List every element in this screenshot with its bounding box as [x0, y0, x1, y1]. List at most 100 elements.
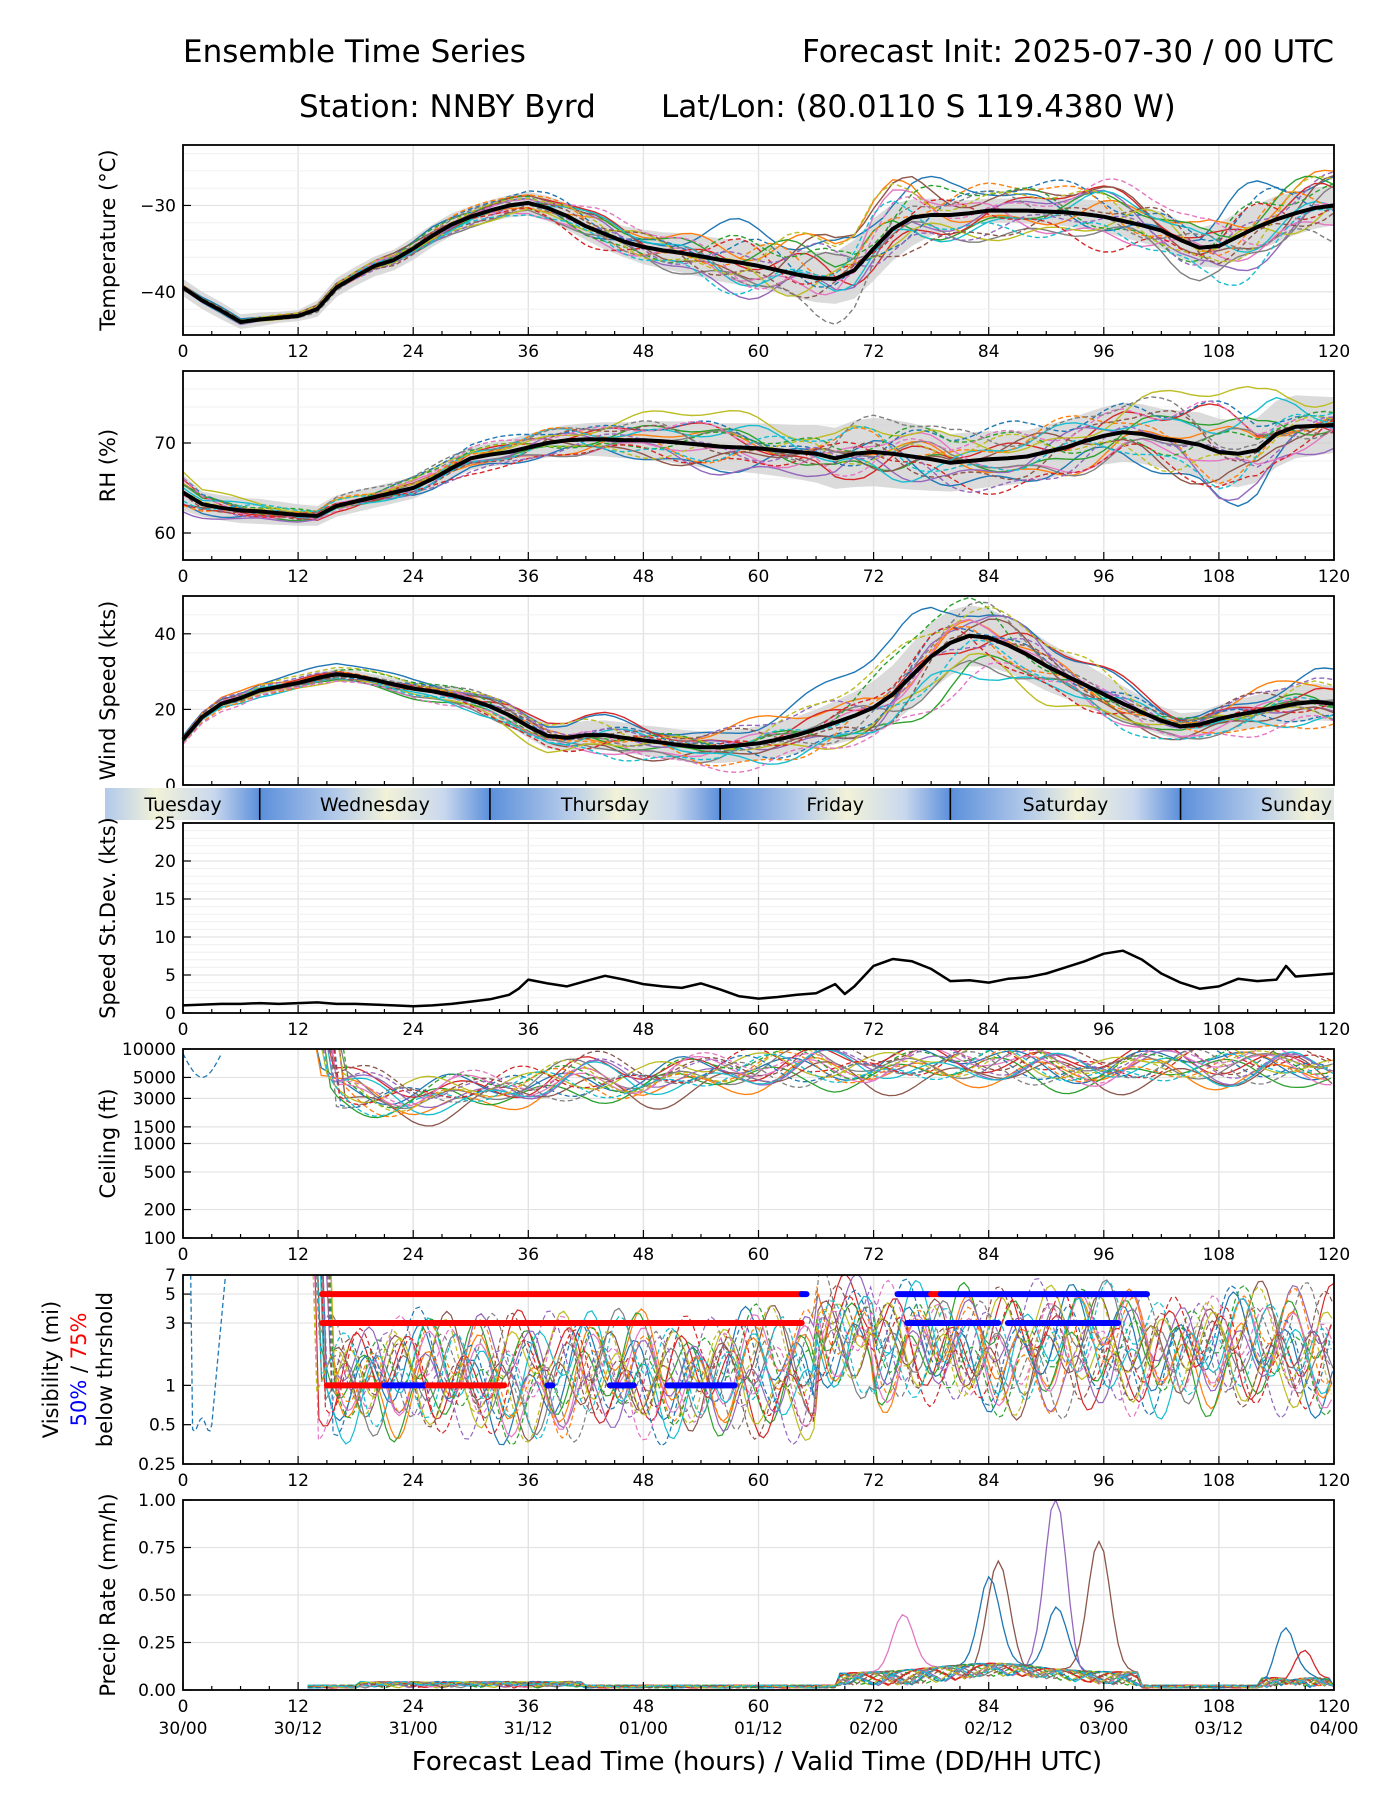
ceiling-member-line	[338, 1049, 1331, 1113]
visibility-ytick-label: 0.5	[149, 1416, 176, 1436]
visibility-xtick-label: 120	[1318, 1471, 1350, 1491]
visibility-member-line	[328, 1275, 1331, 1447]
wind_speed-ensemble-mean	[181, 633, 1335, 750]
visibility-members	[183, 1275, 1334, 1447]
wind_speed-member-line	[182, 652, 1335, 754]
precip_rate-ytick-label: 0.25	[138, 1634, 176, 1654]
precip-member-line	[307, 1663, 1334, 1689]
visibility-ylabel-50: 50%	[67, 1380, 91, 1427]
wind_speed-ytick-label: 40	[154, 625, 176, 645]
precip_rate-xtick-label: 72	[863, 1697, 885, 1717]
ceiling-member-line	[340, 1049, 1333, 1110]
visibility-member-line	[329, 1275, 1331, 1439]
rh-xtick-label: 72	[863, 567, 885, 587]
precip-member-line	[307, 1500, 1334, 1689]
temperature-spread-band	[183, 185, 1334, 329]
visibility-xtick-label: 72	[863, 1471, 885, 1491]
day-band-mask-right	[1334, 787, 1400, 821]
speed_stdev-ytick-label: 15	[154, 890, 176, 910]
ceiling-xtick-label: 96	[1093, 1245, 1115, 1265]
ceiling-ytick-label: 100	[144, 1229, 176, 1249]
day-segment	[950, 788, 1181, 820]
day-segment	[489, 788, 721, 820]
rh-frame	[182, 370, 1335, 561]
temperature-xtick-label: 108	[1203, 342, 1235, 362]
wind_speed-panel: 4020001224364860728496108120Wind Speed (…	[96, 595, 1350, 812]
speed_stdev-xtick-label: 108	[1203, 1020, 1235, 1040]
temperature-frame	[182, 144, 1335, 336]
speed_stdev-ytick-label: 0	[165, 1004, 176, 1024]
visibility-ytick-label: 7	[165, 1266, 176, 1286]
speed_stdev-ytick-label: 10	[154, 928, 176, 948]
temperature-xtick-label: 120	[1318, 342, 1350, 362]
visibility-xtick-label: 60	[748, 1471, 770, 1491]
visibility-ytick-label: 5	[165, 1285, 176, 1305]
precip-member-line	[307, 1664, 1334, 1689]
ceiling-ytick-label: 500	[144, 1163, 176, 1183]
ceiling-xtick-label: 24	[402, 1245, 424, 1265]
temperature-ytick-label: −40	[140, 283, 176, 303]
visibility-member-line	[183, 1275, 226, 1433]
precip_rate-panel: 1.00 0.75 0.50 0.25 0.000 12 24 36 48 60 72 84 96 108…	[96, 1491, 1359, 1739]
visibility-panel: 75 3 1 0.5 0.250 12 24 36 48 60 72 84 96 108 120 Visibi…	[39, 1266, 1350, 1491]
wind_speed-member-line	[182, 661, 1335, 773]
valid-time-label: 31/00	[389, 1719, 438, 1739]
wind_speed-frame	[182, 595, 1335, 786]
day-label: Tuesday	[143, 794, 221, 816]
visibility-member-line	[316, 1275, 1332, 1443]
ceiling-xtick-label: 36	[517, 1245, 539, 1265]
temperature-xtick-label: 48	[633, 342, 655, 362]
stdev-line	[182, 949, 1335, 1008]
ceiling-ylabel: Ceiling (ft)	[96, 1088, 120, 1198]
temperature-xtick-label: 12	[287, 342, 309, 362]
visibility-member-line	[321, 1275, 1332, 1435]
precip_rate-ytick-label: 1.00	[138, 1491, 176, 1511]
day-label: Saturday	[1023, 794, 1109, 816]
ceiling-ytick-label: 1500	[133, 1118, 176, 1138]
precip-member-line	[307, 1663, 1334, 1689]
speed_stdev-xtick-label: 96	[1093, 1020, 1115, 1040]
visibility-ytick-label: 1	[165, 1376, 176, 1396]
precip_rate-xtick-label: 96	[1093, 1697, 1115, 1717]
rh-xtick-label: 48	[633, 567, 655, 587]
visibility-xtick-label: 0	[178, 1471, 189, 1491]
rh-xtick-label: 108	[1203, 567, 1235, 587]
day-band: Tuesday Wednesday Thursday Friday Saturday Su…	[0, 787, 1400, 821]
speed_stdev-xtick-label: 84	[978, 1020, 1000, 1040]
wind_speed-ylabel: Wind Speed (kts)	[96, 601, 120, 781]
visibility-member-line	[330, 1275, 1333, 1442]
ceiling-member-line	[329, 1049, 1331, 1109]
latlon-label: Lat/Lon: (80.0110 S 119.4380 W)	[661, 89, 1176, 125]
panels: −30−400 12 24 36 48 60 72 84 96 108 120Temperature…	[0, 144, 1400, 1739]
temperature-xtick-label: 36	[517, 342, 539, 362]
ceiling-xtick-label: 60	[748, 1245, 770, 1265]
ceiling-member-line	[342, 1049, 1330, 1109]
precip_rate-xtick-label: 60	[748, 1697, 770, 1717]
precip_rate-xtick-label: 0	[178, 1697, 189, 1717]
temperature-xtick-label: 60	[748, 342, 770, 362]
visibility-member-line	[321, 1275, 1332, 1437]
speed_stdev-ytick-label: 5	[165, 966, 176, 986]
visibility-xtick-label: 12	[287, 1471, 309, 1491]
valid-time-label: 02/12	[964, 1719, 1013, 1739]
wind_speed-member-line	[182, 601, 1335, 752]
precip_rate-ytick-label: 0.50	[138, 1586, 176, 1606]
temperature-xtick-label: 0	[178, 342, 189, 362]
station-label: Station: NNBY Byrd	[299, 89, 596, 125]
visibility-ylabel-75: 75%	[67, 1313, 91, 1360]
temperature-member-line	[182, 189, 1335, 324]
rh-member-line	[182, 415, 1335, 516]
temperature-xtick-label: 84	[978, 342, 1000, 362]
rh-xtick-label: 36	[517, 567, 539, 587]
day-label: Thursday	[560, 794, 649, 816]
rh-member-line	[182, 420, 1335, 515]
ceiling-ytick-label: 5000	[133, 1068, 176, 1088]
valid-time-label: 30/12	[274, 1719, 323, 1739]
precip-members	[307, 1500, 1334, 1689]
rh-ensemble-mean	[181, 423, 1335, 518]
temperature-ensemble-mean	[181, 200, 1335, 324]
visibility-member-line	[317, 1275, 1332, 1441]
ceiling-members	[183, 1049, 1334, 1127]
visibility-ytick-label: 3	[165, 1314, 176, 1334]
